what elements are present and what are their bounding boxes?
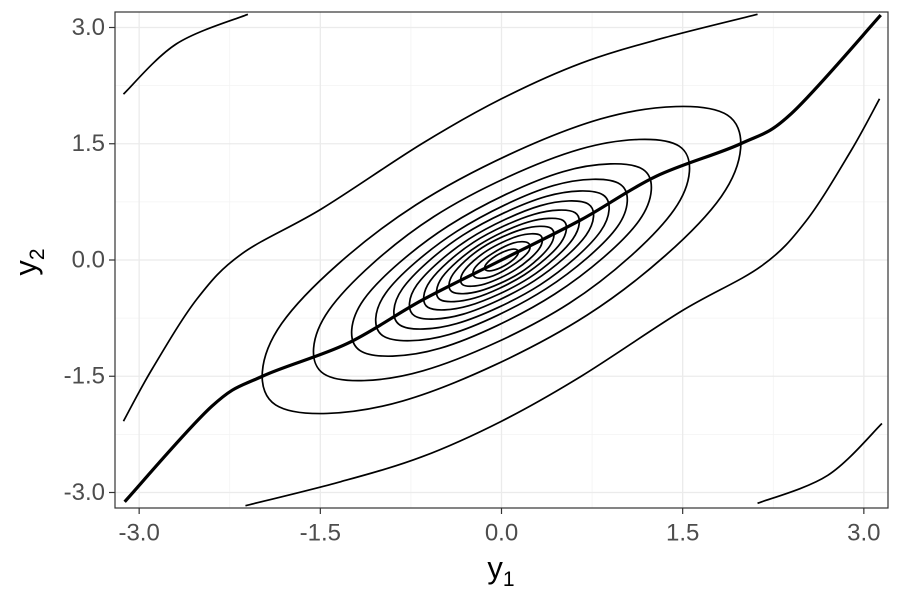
contour-line [261,105,742,415]
contour-line [435,217,568,303]
y-tick-label: 3.0 [72,14,105,41]
contour-line [472,240,531,280]
contour-line [393,190,610,330]
contour-line [422,209,581,311]
y-tick-label: 1.5 [72,130,105,157]
contour-line [312,138,691,382]
contour-line [122,13,249,95]
x-axis-title-sub: 1 [503,568,515,591]
y-axis-title: y2 [8,248,49,275]
y-axis-title-sub: 2 [26,248,49,260]
x-tick-label: -3.0 [118,519,159,546]
contour-line [483,248,520,272]
contour-line [448,225,555,295]
x-axis-title-base: y [487,550,503,585]
contour-line [350,163,653,357]
contour-line [459,232,544,288]
x-tick-label: 3.0 [847,519,880,546]
contour-line [408,200,595,320]
x-axis-title: y1 [487,550,514,591]
curve [123,14,882,503]
y-tick-label: -3.0 [64,479,105,506]
contour-line [374,178,629,342]
contour-line [757,422,883,505]
x-tick-label: 1.5 [666,519,699,546]
y-tick-label: 0.0 [72,246,105,273]
y-tick-label: -1.5 [64,363,105,390]
contour-line [122,13,758,422]
x-tick-label: -1.5 [300,519,341,546]
marks [122,13,883,507]
y-axis-title-base: y [8,260,43,276]
contour-line [245,98,881,507]
x-tick-label: 0.0 [485,519,518,546]
